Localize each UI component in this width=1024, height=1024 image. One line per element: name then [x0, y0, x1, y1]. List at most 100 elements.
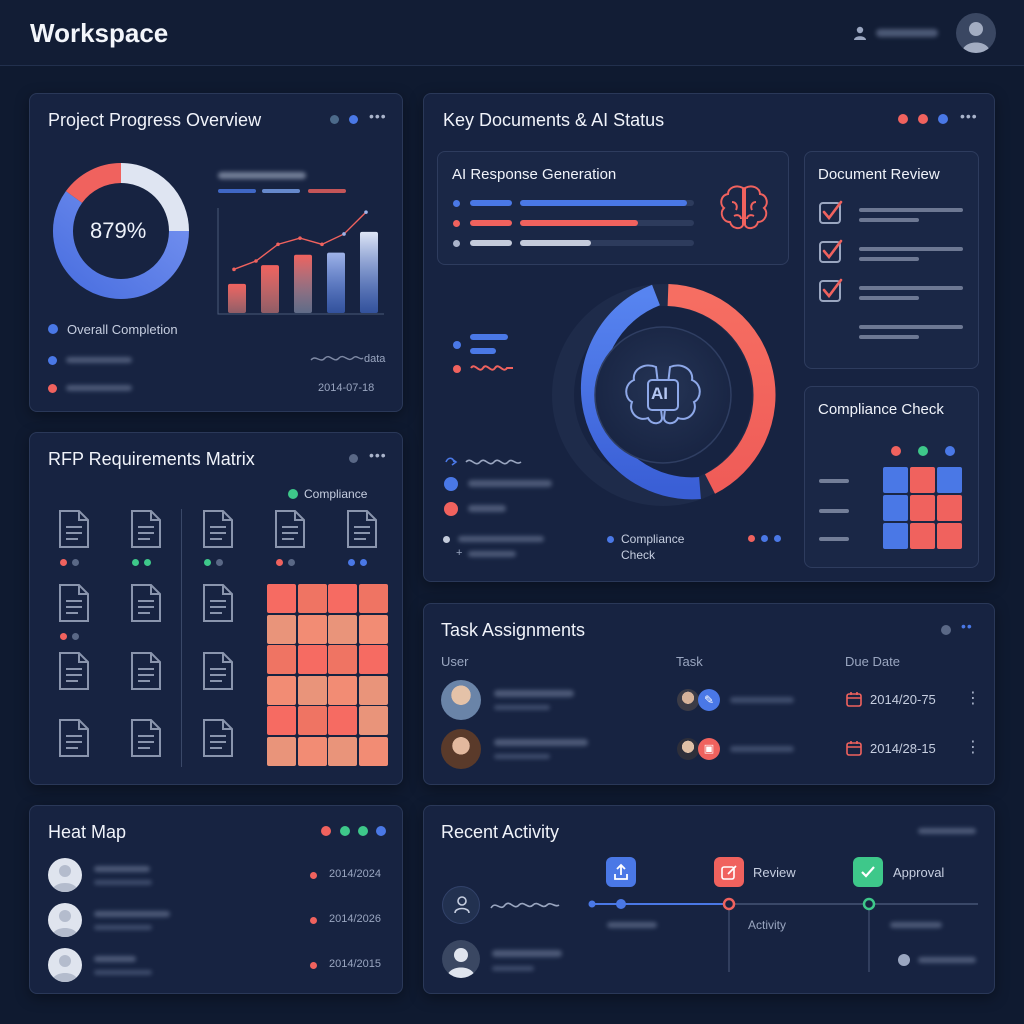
- edit-icon: [721, 865, 737, 880]
- compliance-cell[interactable]: [937, 523, 962, 549]
- legend-dot: [48, 356, 57, 365]
- plus-icon: +: [456, 547, 463, 559]
- heat-cell[interactable]: [297, 584, 327, 613]
- heat-cell[interactable]: [328, 645, 357, 674]
- list-item[interactable]: 2014/2026: [30, 903, 404, 939]
- heat-cell[interactable]: [358, 645, 388, 674]
- tag-icon: ▣: [698, 738, 720, 760]
- document-icon[interactable]: [58, 583, 90, 623]
- list-item[interactable]: 2014/2015: [30, 948, 404, 984]
- heat-cell[interactable]: [297, 675, 327, 705]
- progress-short-bar: [470, 220, 512, 226]
- heat-cell[interactable]: [328, 614, 357, 644]
- heat-cell[interactable]: [267, 736, 296, 766]
- status-dot: [748, 535, 755, 542]
- heat-cell[interactable]: [297, 645, 327, 674]
- avatar[interactable]: [956, 13, 996, 53]
- compliance-cell[interactable]: [883, 495, 908, 521]
- approval-step-icon[interactable]: [853, 857, 883, 887]
- heat-cell[interactable]: [297, 736, 327, 766]
- row-menu-icon[interactable]: ⋮: [965, 690, 982, 707]
- date-label: 2014-07-18: [318, 382, 375, 394]
- progress-short-bar: [470, 200, 512, 206]
- due-date: 2014/20-75: [870, 692, 936, 707]
- trend-point: [320, 242, 324, 247]
- user-icon: [854, 26, 866, 40]
- heat-cell[interactable]: [297, 706, 327, 735]
- status-dot: [276, 559, 283, 566]
- avatar: [677, 689, 699, 711]
- heat-cell[interactable]: [267, 706, 296, 735]
- avatar-icon: [52, 865, 78, 892]
- document-icon[interactable]: [346, 509, 378, 549]
- heat-cell[interactable]: [358, 614, 388, 644]
- document-icon[interactable]: [130, 718, 162, 758]
- user-name-redacted[interactable]: [876, 29, 938, 37]
- document-icon[interactable]: [58, 509, 90, 549]
- compliance-cell[interactable]: [910, 495, 935, 521]
- ai-response-panel: AI Response Generation: [437, 151, 789, 265]
- row-menu-icon[interactable]: ⋮: [965, 739, 982, 756]
- document-icon[interactable]: [130, 583, 162, 623]
- heat-cell[interactable]: [328, 675, 357, 705]
- document-icon[interactable]: [202, 583, 234, 623]
- document-icon[interactable]: [274, 509, 306, 549]
- avatar-icon: [52, 955, 78, 982]
- heat-cell[interactable]: [328, 584, 357, 613]
- compliance-cell[interactable]: [937, 495, 962, 521]
- legend-dot: [288, 489, 298, 499]
- status-dot: [204, 559, 211, 566]
- more-options-icon[interactable]: •••: [369, 108, 387, 124]
- compliance-cell[interactable]: [910, 523, 935, 549]
- heat-cell[interactable]: [328, 736, 357, 766]
- status-dot: [443, 536, 450, 543]
- row-label-placeholder: [819, 509, 849, 513]
- heat-cell[interactable]: [267, 614, 296, 644]
- heat-cell[interactable]: [358, 675, 388, 705]
- document-icon[interactable]: [58, 651, 90, 691]
- step-label-redacted: [607, 922, 657, 928]
- status-dot: [310, 917, 317, 924]
- upload-step-icon[interactable]: [606, 857, 636, 887]
- heat-cell[interactable]: [358, 706, 388, 735]
- progress-fill: [520, 220, 639, 226]
- heat-cell[interactable]: [267, 675, 296, 705]
- heat-cell[interactable]: [358, 736, 388, 766]
- document-icon[interactable]: [202, 651, 234, 691]
- document-icon[interactable]: [58, 718, 90, 758]
- review-step-icon[interactable]: [714, 857, 744, 887]
- table-row[interactable]: ▣ 2014/28-15 ⋮: [424, 725, 996, 773]
- more-options-icon[interactable]: •••: [369, 447, 387, 463]
- list-item[interactable]: 2014/2024: [30, 858, 404, 894]
- more-options-icon[interactable]: •••: [960, 108, 978, 124]
- trend-point: [232, 267, 236, 272]
- compliance-cell[interactable]: [883, 467, 908, 493]
- progress-bar: [360, 231, 378, 313]
- document-icon[interactable]: [202, 718, 234, 758]
- heat-cell[interactable]: [328, 706, 357, 735]
- step-label-redacted: [890, 922, 942, 928]
- compliance-cell[interactable]: [937, 467, 962, 493]
- compliance-cell[interactable]: [883, 523, 908, 549]
- document-icon[interactable]: [130, 651, 162, 691]
- document-icon[interactable]: [202, 509, 234, 549]
- card-title: Task Assignments: [441, 620, 586, 640]
- user-name-redacted: [94, 911, 170, 917]
- heat-cell[interactable]: [358, 584, 388, 613]
- progress-short-bar: [470, 240, 512, 246]
- heat-cell[interactable]: [267, 584, 296, 613]
- heat-cell[interactable]: [297, 614, 327, 644]
- user-icon-button[interactable]: [442, 886, 480, 924]
- status-dot: [891, 446, 901, 456]
- status-dot: [321, 826, 331, 836]
- more-options-icon[interactable]: ••: [961, 618, 973, 634]
- placeholder-text: [468, 505, 506, 512]
- document-icon[interactable]: [130, 509, 162, 549]
- user-role-redacted: [494, 705, 550, 710]
- table-row[interactable]: ✎ 2014/20-75 ⋮: [424, 676, 996, 724]
- compliance-cell[interactable]: [910, 467, 935, 493]
- heat-cell[interactable]: [267, 645, 296, 674]
- trend-point: [342, 232, 346, 236]
- placeholder-text: [458, 536, 544, 542]
- due-date: 2014/28-15: [870, 741, 936, 756]
